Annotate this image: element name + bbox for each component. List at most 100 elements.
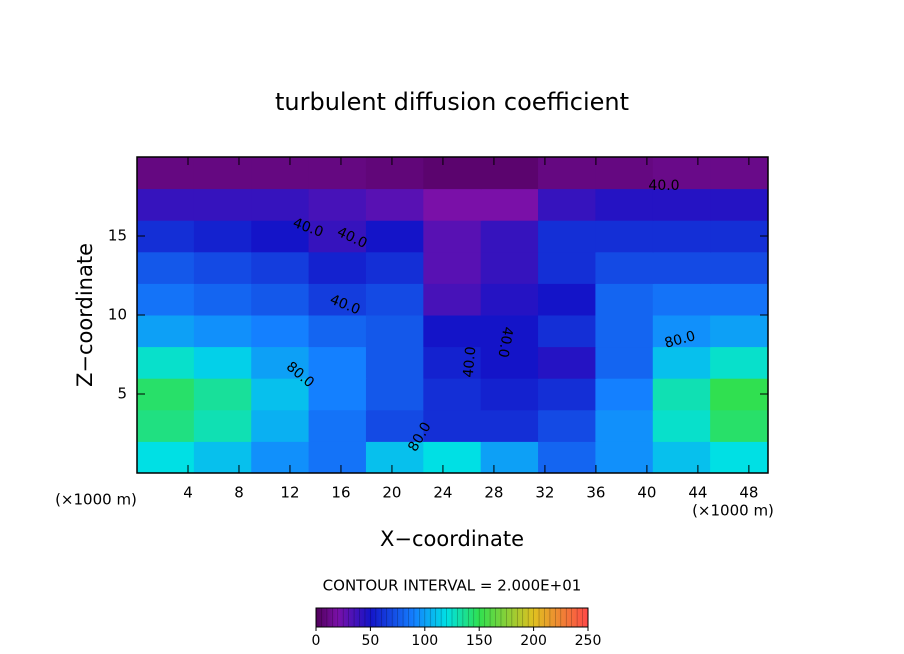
cell	[251, 440, 310, 473]
cell	[308, 157, 367, 190]
cell	[251, 409, 310, 442]
cell	[480, 219, 540, 253]
x-tick-label: 44	[688, 484, 707, 502]
cell	[480, 157, 540, 190]
cell	[137, 409, 195, 442]
x-tick-label: 20	[382, 484, 401, 502]
cell	[423, 377, 482, 411]
cell	[137, 377, 195, 411]
cell	[480, 314, 540, 348]
cell	[710, 409, 768, 442]
cell	[652, 188, 712, 221]
colorbar-tick-label: 200	[520, 633, 547, 649]
y-tick-label: 15	[108, 227, 127, 245]
cell	[251, 157, 310, 190]
cell	[137, 314, 195, 348]
x-tick-label: 4	[183, 484, 193, 502]
contour-label: 40.0	[461, 346, 480, 378]
chart-title: turbulent diffusion coefficient	[275, 88, 629, 116]
cell	[423, 314, 482, 348]
x-tick-label: 16	[331, 484, 350, 502]
cell	[193, 377, 253, 411]
cell	[365, 440, 425, 473]
cell	[308, 377, 367, 411]
cell	[423, 409, 482, 442]
cell	[193, 157, 253, 190]
cell	[480, 251, 540, 284]
contour-label: 80.0	[663, 328, 697, 352]
cell	[251, 188, 310, 221]
cell	[595, 314, 654, 348]
cell	[538, 314, 597, 348]
cell	[538, 188, 597, 221]
x-unit-label: (×1000 m)	[692, 502, 774, 520]
x-tick-label: 32	[535, 484, 554, 502]
cell	[480, 377, 540, 411]
cell	[710, 157, 768, 190]
cell	[652, 346, 712, 379]
cell	[365, 409, 425, 442]
cell	[193, 282, 253, 316]
cell	[652, 409, 712, 442]
cell	[423, 282, 482, 316]
cell	[193, 440, 253, 473]
cell	[538, 157, 597, 190]
cell	[137, 346, 195, 379]
cell	[137, 188, 195, 221]
cell	[365, 282, 425, 316]
cell	[538, 282, 597, 316]
cell	[538, 440, 597, 473]
cell	[595, 157, 654, 190]
cell	[308, 440, 367, 473]
cell	[251, 314, 310, 348]
cell	[538, 251, 597, 284]
contour-labels: 40.0 40.0 40.0 40.0 80.0 80.0 80.0 40.0 …	[283, 178, 697, 454]
contour-label: 40.0	[648, 178, 679, 194]
cell	[193, 409, 253, 442]
cell	[423, 157, 482, 190]
x-tick-label: 40	[637, 484, 656, 502]
contour-interval: CONTOUR INTERVAL = 2.000E+01	[323, 577, 582, 595]
cell	[137, 157, 195, 190]
cell	[251, 251, 310, 284]
cell	[595, 188, 654, 221]
x-tick-label: 12	[280, 484, 299, 502]
cell	[538, 219, 597, 253]
cell	[251, 377, 310, 411]
cell	[423, 219, 482, 253]
cell	[652, 251, 712, 284]
cell	[423, 440, 482, 473]
cell	[251, 282, 310, 316]
cell	[193, 219, 253, 253]
cell	[538, 377, 597, 411]
cell	[710, 314, 768, 348]
cell	[365, 314, 425, 348]
colorbar-tick-label: 0	[312, 633, 321, 649]
cell	[480, 440, 540, 473]
cell	[710, 251, 768, 284]
cell	[365, 157, 425, 190]
cell	[538, 346, 597, 379]
cell	[652, 282, 712, 316]
cell	[193, 188, 253, 221]
cell	[595, 346, 654, 379]
cell	[710, 440, 768, 473]
cell	[193, 346, 253, 379]
y-tick-label: 10	[108, 306, 127, 324]
cell	[365, 377, 425, 411]
x-tick-label: 24	[433, 484, 452, 502]
cell	[137, 440, 195, 473]
colorbar-tick-label: 100	[411, 633, 438, 649]
cell	[308, 314, 367, 348]
cell	[480, 346, 540, 379]
cell	[308, 282, 367, 316]
cell	[480, 188, 540, 221]
colorbar-tick-label: 250	[575, 633, 602, 649]
cell	[710, 282, 768, 316]
cell	[710, 219, 768, 253]
cell	[652, 314, 712, 348]
cell	[137, 282, 195, 316]
cell	[710, 188, 768, 221]
x-tick-label: 48	[739, 484, 758, 502]
